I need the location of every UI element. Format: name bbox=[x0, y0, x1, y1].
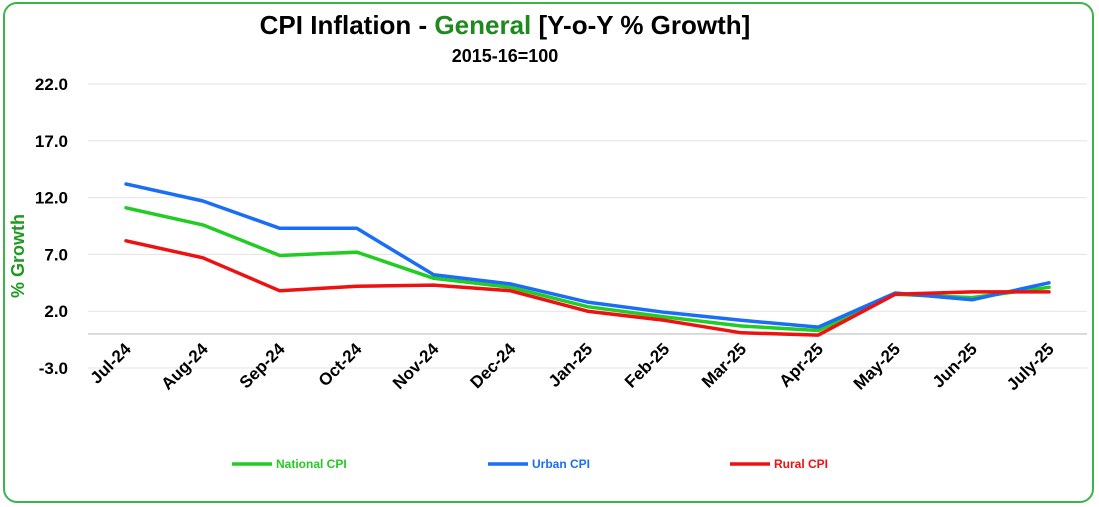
chart-title-post: [Y-o-Y % Growth] bbox=[531, 10, 751, 40]
y-axis-ticks: -3.0 2.0 7.0 12.0 17.0 22.0 bbox=[35, 75, 68, 378]
y-tick-label: 22.0 bbox=[35, 75, 68, 94]
y-axis-label: % Growth bbox=[8, 214, 28, 298]
x-tick-label: Apr-25 bbox=[776, 339, 828, 391]
x-tick-label: Jun-25 bbox=[929, 339, 981, 391]
x-tick-label: Dec-24 bbox=[467, 339, 520, 392]
series-line bbox=[124, 239, 1051, 337]
chart-title-pre: CPI Inflation - bbox=[259, 10, 435, 40]
x-tick-label: Mar-25 bbox=[698, 339, 750, 391]
y-tick-label: -3.0 bbox=[39, 359, 68, 378]
x-tick-label: Sep-24 bbox=[236, 339, 289, 392]
x-tick-label: Jan-25 bbox=[545, 339, 597, 391]
x-tick-label: Jul-24 bbox=[87, 339, 136, 388]
legend-label: Rural CPI bbox=[774, 457, 828, 471]
y-tick-label: 7.0 bbox=[44, 245, 68, 264]
legend-label: National CPI bbox=[276, 457, 347, 471]
x-tick-label: Oct-24 bbox=[315, 339, 366, 390]
legend: National CPI Urban CPI Rural CPI bbox=[232, 457, 828, 471]
y-tick-label: 17.0 bbox=[35, 132, 68, 151]
x-tick-label: May-25 bbox=[850, 339, 904, 393]
x-axis-ticks: Jul-24 Aug-24 Sep-24 Oct-24 Nov-24 Dec-24 Jan-… bbox=[87, 339, 1058, 394]
chart-title: CPI Inflation - General [Y-o-Y % Growth] bbox=[0, 10, 1010, 41]
chart-title-highlight: General bbox=[434, 10, 532, 40]
y-tick-label: 2.0 bbox=[44, 302, 68, 321]
x-tick-label: Feb-25 bbox=[621, 339, 673, 391]
x-tick-label: Nov-24 bbox=[389, 339, 443, 393]
gridlines bbox=[88, 83, 1087, 369]
x-tick-label: Aug-24 bbox=[158, 339, 213, 394]
legend-label: Urban CPI bbox=[532, 457, 590, 471]
x-tick-label: July-25 bbox=[1003, 339, 1058, 394]
chart-subtitle: 2015-16=100 bbox=[451, 46, 559, 66]
y-tick-label: 12.0 bbox=[35, 189, 68, 208]
series-lines bbox=[124, 182, 1051, 337]
